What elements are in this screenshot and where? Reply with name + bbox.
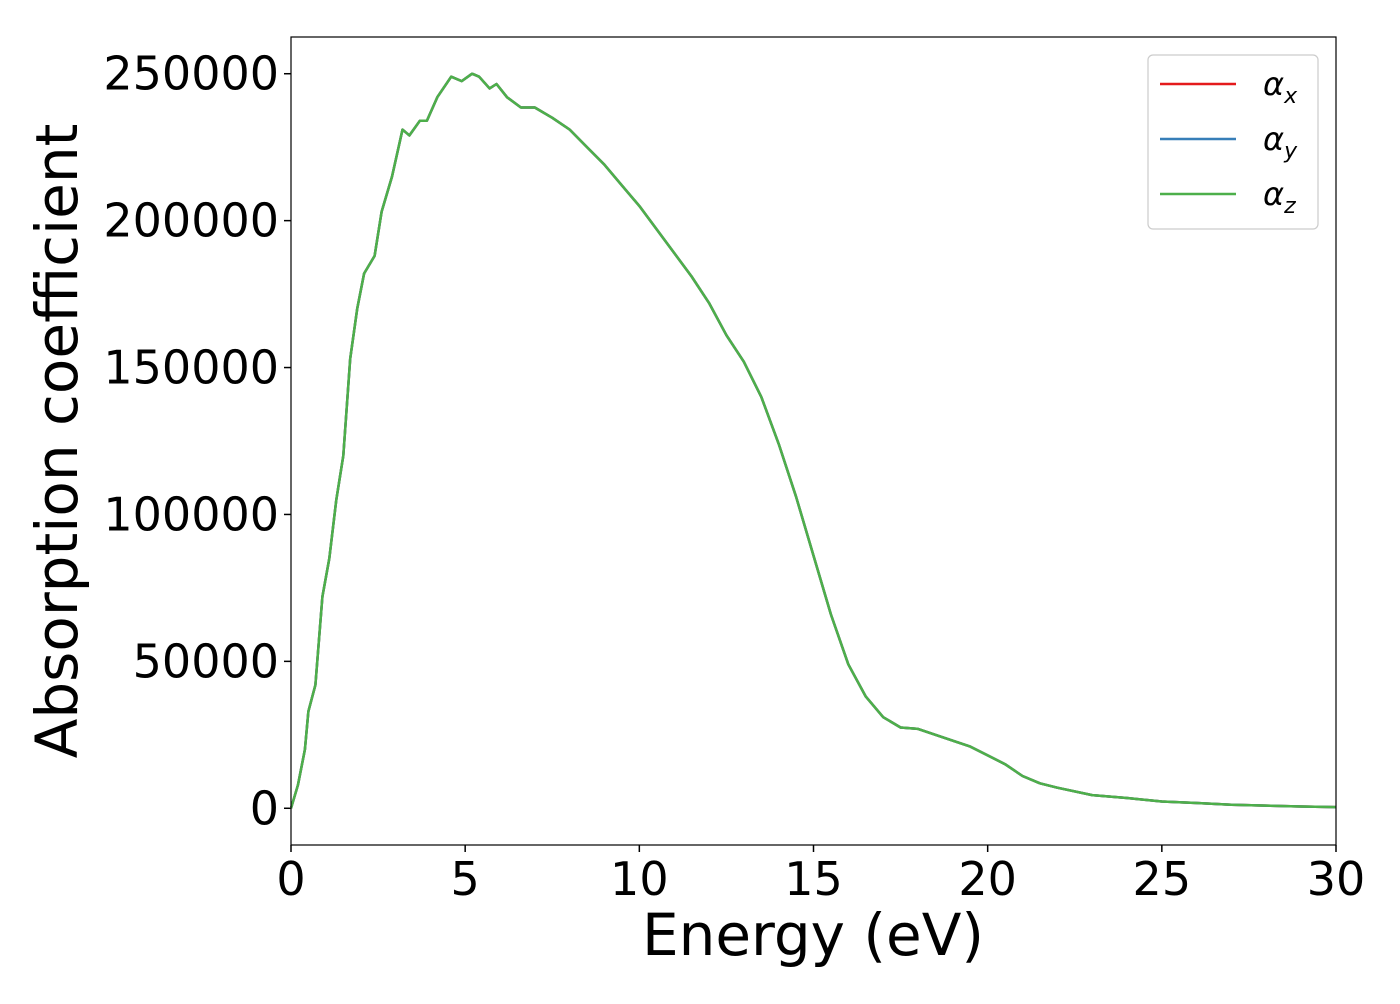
y-tick-label: 250000 [103, 47, 279, 101]
legend-label: αz [1263, 175, 1296, 219]
y-axis-label: Absorption coefficient [23, 124, 91, 759]
legend-label: αx [1263, 65, 1298, 109]
x-tick-label: 20 [958, 852, 1017, 906]
legend-box [1147, 54, 1319, 230]
x-tick-label: 10 [610, 852, 669, 906]
x-tick-label: 0 [276, 852, 305, 906]
x-axis-label: Energy (eV) [642, 901, 984, 969]
x-tick-label: 25 [1133, 852, 1192, 906]
y-tick-label: 200000 [103, 194, 279, 248]
y-tick-label: 50000 [133, 634, 279, 688]
legend-label: αy [1263, 120, 1298, 164]
y-tick-label: 150000 [103, 341, 279, 395]
x-tick-label: 30 [1307, 852, 1366, 906]
x-tick-label: 5 [451, 852, 480, 906]
y-tick-label: 0 [250, 781, 279, 835]
x-tick-label: 15 [784, 852, 843, 906]
y-tick-label: 100000 [103, 487, 279, 541]
legend: αx αy αz [1147, 54, 1319, 230]
line-series [289, 72, 1337, 809]
plot-frame [290, 36, 1337, 846]
